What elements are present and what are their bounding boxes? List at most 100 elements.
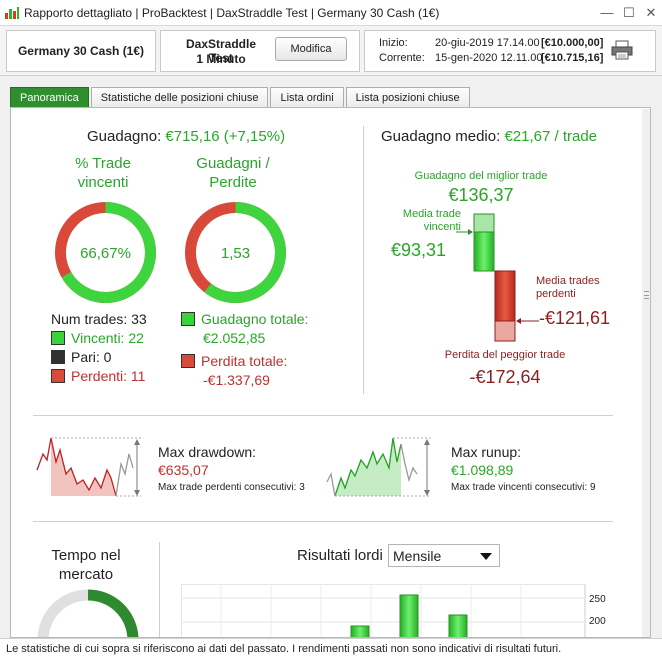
period-select[interactable]: Mensile bbox=[388, 544, 500, 567]
drawdown-consec-value: 3 bbox=[299, 482, 305, 493]
start-amount: [€10.000,00] bbox=[541, 37, 604, 49]
win-pct-donut-win-ring bbox=[55, 202, 156, 303]
winners-count: Vincenti: 22 bbox=[71, 330, 144, 346]
win-pct-title-1: % Trade bbox=[75, 155, 131, 172]
printer-icon[interactable] bbox=[611, 40, 633, 60]
runup-consec: Max trade vincenti consecutivi: 9 bbox=[451, 482, 596, 493]
gross-bar-2 bbox=[399, 594, 419, 637]
num-trades: Num trades: 33 bbox=[51, 311, 147, 327]
gross-results-label: Risultati lordi bbox=[297, 547, 383, 564]
overview-panel: Guadagno: €715,16 (+7,15%) % Trade vince… bbox=[10, 107, 651, 638]
minimize-button[interactable]: — bbox=[600, 5, 614, 20]
tab-order-list[interactable]: Lista ordini bbox=[270, 87, 344, 107]
total-gain-swatch bbox=[181, 312, 195, 326]
gross-results-chart bbox=[181, 584, 586, 637]
avg-win-arrow bbox=[468, 229, 473, 235]
best-trade-label: Guadagno del miglior trade bbox=[414, 170, 548, 182]
losers-row: Perdenti: 11 bbox=[51, 368, 145, 384]
section-divider-vertical bbox=[363, 126, 364, 394]
drawdown-consec: Max trade perdenti consecutivi: 3 bbox=[158, 482, 305, 493]
avg-loss-bar bbox=[494, 270, 516, 322]
drawdown-span-arrow-up bbox=[134, 439, 140, 445]
runup-value: €1.098,89 bbox=[451, 462, 514, 478]
instrument-name: Germany 30 Cash (1€) bbox=[6, 30, 156, 72]
gross-bar-1 bbox=[350, 625, 370, 637]
avg-loss-label-2: perdenti bbox=[536, 288, 576, 300]
start-label: Inizio: bbox=[379, 37, 408, 49]
runup-span-arrow-up bbox=[424, 439, 430, 445]
runup-span-arrow-down bbox=[424, 490, 430, 496]
drawdown-label: Max drawdown: bbox=[158, 444, 257, 460]
dates-box: Inizio: 20-giu-2019 17.14.00 [€10.000,00… bbox=[364, 30, 656, 72]
time-in-market-title-1: Tempo nel bbox=[51, 547, 121, 564]
time-in-market-fill bbox=[87, 589, 139, 637]
close-button[interactable]: ✕ bbox=[645, 4, 657, 20]
total-loss-label: Perdita totale: bbox=[201, 353, 288, 369]
scrollbar-grip-icon[interactable] bbox=[644, 291, 649, 299]
gain-line: Guadagno: €715,16 (+7,15%) bbox=[87, 128, 285, 145]
avg-win-label-2: vincenti bbox=[423, 221, 461, 233]
gross-bar-3 bbox=[448, 614, 468, 637]
total-loss-swatch bbox=[181, 354, 195, 368]
strategy-interval: 1 Minuto bbox=[196, 52, 246, 66]
report-header: Germany 30 Cash (1€) DaxStraddle Test 1 … bbox=[0, 26, 662, 76]
section-divider-2 bbox=[33, 521, 613, 522]
win-pct-title-2: vincenti bbox=[77, 174, 129, 191]
win-pct-value: 66,67% bbox=[80, 245, 131, 262]
runup-line-gray-left bbox=[326, 471, 336, 497]
gains-losses-title-2: Perdite bbox=[209, 174, 257, 191]
drawdown-span-arrow-down bbox=[134, 490, 140, 496]
window-titlebar: Rapporto dettagliato | ProBacktest | Dax… bbox=[0, 0, 662, 26]
win-pct-donut: 66,67% bbox=[55, 202, 156, 303]
avg-trade-bars bbox=[456, 213, 539, 342]
modify-button[interactable]: Modifica bbox=[275, 37, 347, 61]
vertical-scrollbar[interactable] bbox=[642, 109, 650, 637]
tab-closed-positions-stats[interactable]: Statistiche delle posizioni chiuse bbox=[90, 87, 269, 107]
gains-losses-donut-gain-ring bbox=[185, 202, 286, 303]
current-date: 15-gen-2020 12.11.00 bbox=[435, 52, 543, 64]
gains-losses-title-1: Guadagni / bbox=[196, 155, 270, 172]
winners-row: Vincenti: 22 bbox=[51, 330, 144, 346]
losers-swatch bbox=[51, 369, 65, 383]
worst-trade-value: -€172,64 bbox=[469, 367, 541, 387]
total-loss-row: Perdita totale: bbox=[181, 353, 287, 369]
drawdown-value: €635,07 bbox=[158, 462, 209, 478]
time-in-market-title: Tempo nel mercato bbox=[33, 546, 139, 584]
winners-swatch bbox=[51, 331, 65, 345]
disclaimer-footer: Le statistiche di cui sopra si riferisco… bbox=[0, 638, 662, 659]
avg-win-label: Media trade vincenti bbox=[381, 208, 461, 234]
tab-bar: Panoramica Statistiche delle posizioni c… bbox=[10, 87, 472, 107]
drawdown-line-red bbox=[36, 437, 117, 497]
avg-gain-value: €21,67 / trade bbox=[504, 128, 598, 145]
period-select-value: Mensile bbox=[393, 547, 442, 564]
best-trade-bar bbox=[473, 213, 495, 233]
avg-win-bar bbox=[473, 231, 495, 272]
tab-overview[interactable]: Panoramica bbox=[10, 87, 89, 107]
chevron-down-icon bbox=[480, 553, 492, 560]
losers-count: Perdenti: 11 bbox=[71, 368, 146, 384]
gains-losses-donut: 1,53 bbox=[185, 202, 286, 303]
strategy-box: DaxStraddle Test 1 Minuto Modifica bbox=[160, 30, 360, 72]
avg-win-value: €93,31 bbox=[391, 240, 447, 260]
y-tick-250: 250 bbox=[589, 594, 606, 605]
runup-label: Max runup: bbox=[451, 444, 522, 460]
even-row: Pari: 0 bbox=[51, 349, 111, 365]
window-title: Rapporto dettagliato | ProBacktest | Dax… bbox=[24, 5, 440, 20]
gain-value: €715,16 (+7,15%) bbox=[165, 128, 286, 145]
even-swatch bbox=[51, 350, 65, 364]
gross-chart-frame bbox=[181, 584, 586, 637]
runup-chart bbox=[326, 437, 431, 497]
worst-trade-label: Perdita del peggior trade bbox=[444, 349, 566, 361]
gains-losses-value: 1,53 bbox=[221, 245, 250, 262]
avg-gain-label: Guadagno medio: bbox=[381, 128, 501, 145]
drawdown-chart bbox=[36, 437, 141, 497]
total-gain-label: Guadagno totale: bbox=[201, 311, 309, 327]
total-loss-value: -€1.337,69 bbox=[203, 372, 270, 388]
avg-gain-line: Guadagno medio: €21,67 / trade bbox=[381, 128, 597, 145]
worst-trade-bar bbox=[494, 320, 516, 342]
even-count: Pari: 0 bbox=[71, 349, 112, 365]
tab-closed-positions-list[interactable]: Lista posizioni chiuse bbox=[345, 87, 470, 107]
section-divider-1 bbox=[33, 415, 613, 416]
maximize-button[interactable]: ☐ bbox=[623, 4, 635, 20]
app-chart-icon bbox=[5, 6, 19, 19]
